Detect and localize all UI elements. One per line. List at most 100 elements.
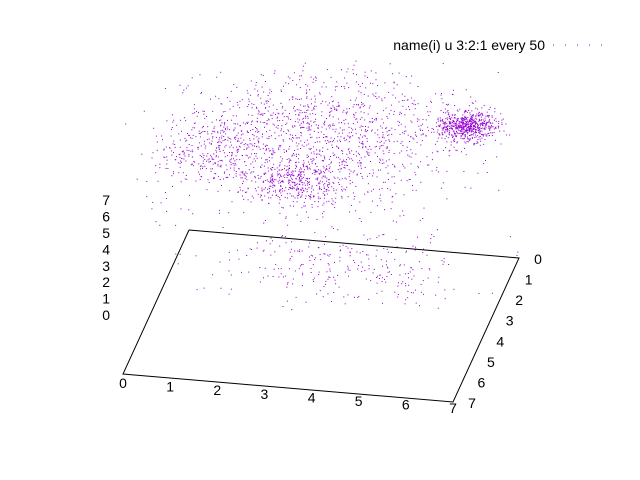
data-point [329,183,331,185]
data-point [381,98,383,100]
data-point [465,154,467,156]
data-point [298,115,300,116]
data-point [292,188,293,190]
data-point [335,108,337,110]
y-tick-label: 2 [515,292,523,308]
data-point [416,135,417,137]
data-point [406,180,408,182]
data-point [426,254,428,256]
data-point [235,136,237,138]
data-point [497,72,499,73]
data-point [165,146,167,148]
data-point [449,128,450,130]
data-point [456,128,458,130]
data-point [313,259,315,261]
data-point [264,267,266,269]
data-point [408,155,410,157]
x-tick-label: 3 [261,386,269,402]
data-point [227,119,228,121]
data-point [204,118,206,120]
data-point [438,171,439,173]
data-point [509,134,511,136]
data-point [351,127,353,129]
data-point [372,175,374,177]
data-point [272,104,274,106]
data-point [366,150,368,152]
data-point [300,104,302,106]
data-point [268,192,270,194]
data-point [380,140,382,142]
data-point [449,117,451,119]
data-point [281,160,283,162]
data-point [173,140,175,142]
data-point [429,269,431,271]
data-point [381,281,383,282]
data-point [257,113,259,115]
data-point [291,134,293,136]
data-point [261,136,263,138]
data-point [203,110,205,112]
data-point [348,136,350,138]
data-point [474,122,476,124]
data-point [357,103,359,105]
data-point [303,127,305,128]
data-point [370,161,371,162]
data-point [289,184,291,186]
data-point [254,176,256,177]
data-point [297,121,299,123]
data-point [303,162,305,164]
data-point [282,180,284,182]
data-point [361,176,363,177]
data-point [469,135,470,136]
data-point [215,95,217,97]
data-point [271,169,273,171]
data-point [291,195,293,197]
data-point [317,126,319,128]
data-point [430,101,432,103]
data-point [478,111,480,113]
data-point [277,116,279,118]
data-point [174,159,176,161]
data-point [335,189,337,191]
data-point [286,116,288,117]
data-point [291,178,293,180]
data-point [379,194,381,196]
data-point [420,284,422,285]
data-point [470,124,472,126]
data-point [450,127,452,129]
data-point [462,133,464,135]
data-point [295,162,296,164]
data-point [247,187,249,189]
data-point [294,182,296,184]
data-point [210,168,212,170]
data-point [288,148,290,150]
data-point [285,275,287,277]
data-point [251,107,253,109]
data-point [477,126,479,128]
data-point [317,177,319,179]
data-point [368,268,370,270]
data-point [279,191,281,192]
data-point [370,82,371,84]
data-point [271,181,273,183]
data-point [224,124,226,126]
data-point [338,105,340,107]
data-point [279,179,281,181]
data-point [199,155,201,156]
data-point [366,254,367,256]
data-point [447,128,448,129]
data-point [197,148,199,150]
data-point [319,183,321,185]
data-point [264,126,265,128]
data-point [256,117,258,119]
data-point [323,134,325,135]
data-point [201,156,202,158]
data-point [359,163,361,165]
data-point [314,113,316,115]
data-point [272,276,274,277]
data-point [247,188,249,190]
data-point [469,119,471,121]
data-point [277,171,279,173]
data-point [490,122,492,124]
data-point [374,119,376,121]
